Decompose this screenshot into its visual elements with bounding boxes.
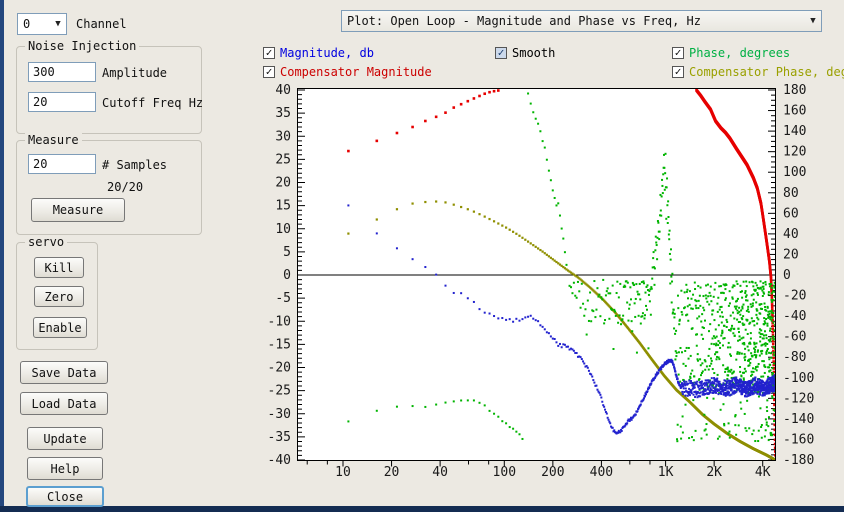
svg-text:400: 400	[590, 465, 613, 480]
svg-text:-40: -40	[783, 309, 806, 324]
svg-text:160: 160	[783, 104, 806, 119]
svg-text:40: 40	[432, 465, 448, 480]
comp-magnitude-checkbox-row: ✓ Compensator Magnitude	[263, 65, 432, 79]
amplitude-label: Amplitude	[102, 66, 168, 80]
svg-text:20: 20	[384, 465, 400, 480]
cutoff-freq-label: Cutoff Freq Hz	[102, 96, 204, 110]
svg-text:-40: -40	[268, 453, 291, 468]
svg-text:-5: -5	[275, 291, 291, 306]
svg-text:-20: -20	[783, 289, 806, 304]
svg-text:200: 200	[541, 465, 564, 480]
svg-text:15: 15	[275, 199, 291, 214]
svg-text:1K: 1K	[658, 465, 674, 480]
chevron-down-icon[interactable]: ▼	[810, 16, 816, 26]
comp-magnitude-checkbox-label: Compensator Magnitude	[280, 65, 432, 79]
svg-text:35: 35	[275, 106, 291, 121]
svg-text:-25: -25	[268, 384, 291, 399]
svg-text:0: 0	[783, 268, 791, 283]
measure-button[interactable]: Measure	[31, 198, 125, 222]
samples-field[interactable]: 20	[28, 154, 96, 174]
comp-phase-checkbox-row: ✓ Compensator Phase, deg	[672, 65, 844, 79]
phase-checkbox[interactable]: ✓	[672, 47, 684, 59]
svg-text:5: 5	[283, 245, 291, 260]
svg-text:-15: -15	[268, 337, 291, 352]
chevron-down-icon[interactable]: ▼	[55, 19, 61, 29]
channel-value: 0	[23, 17, 31, 31]
close-button[interactable]: Close	[26, 486, 104, 507]
svg-text:60: 60	[783, 206, 799, 221]
measure-progress: 20/20	[107, 180, 144, 194]
window-frame-bottom	[0, 506, 844, 512]
channel-label: Channel	[76, 17, 127, 31]
smooth-checkbox-label: Smooth	[512, 46, 556, 60]
phase-checkbox-label: Phase, degrees	[689, 46, 791, 60]
kill-button[interactable]: Kill	[34, 257, 84, 278]
svg-text:100: 100	[783, 165, 806, 180]
svg-text:-30: -30	[268, 407, 291, 422]
svg-text:120: 120	[783, 145, 806, 160]
phase-checkbox-row: ✓ Phase, degrees	[672, 46, 790, 60]
svg-text:-180: -180	[783, 453, 814, 468]
amplitude-field[interactable]: 300	[28, 62, 96, 82]
samples-label: # Samples	[102, 158, 168, 172]
svg-text:30: 30	[275, 129, 291, 144]
window-frame-left	[0, 0, 4, 512]
enable-button[interactable]: Enable	[33, 317, 87, 338]
svg-text:-120: -120	[783, 391, 814, 406]
svg-text:100: 100	[493, 465, 516, 480]
svg-text:-160: -160	[783, 432, 814, 447]
svg-text:40: 40	[275, 83, 291, 98]
comp-phase-checkbox-label: Compensator Phase, deg	[689, 65, 844, 79]
svg-text:-100: -100	[783, 371, 814, 386]
servo-group: servo Kill Zero Enable	[16, 235, 98, 350]
servo-title: servo	[25, 235, 68, 249]
svg-text:25: 25	[275, 152, 291, 167]
svg-text:20: 20	[275, 176, 291, 191]
update-button[interactable]: Update	[27, 427, 103, 450]
measure-group: Measure 20 # Samples 20/20 Measure	[16, 133, 202, 235]
cutoff-freq-field[interactable]: 20	[28, 92, 96, 112]
measure-title: Measure	[25, 133, 82, 147]
plot-type-select[interactable]: Plot: Open Loop - Magnitude and Phase vs…	[341, 10, 822, 32]
svg-text:2K: 2K	[706, 465, 722, 480]
load-data-button[interactable]: Load Data	[20, 392, 108, 415]
svg-text:-140: -140	[783, 412, 814, 427]
magnitude-checkbox-row: ✓ Magnitude, db	[263, 46, 374, 60]
comp-phase-checkbox[interactable]: ✓	[672, 66, 684, 78]
svg-text:80: 80	[783, 186, 799, 201]
svg-text:4K: 4K	[755, 465, 771, 480]
comp-magnitude-checkbox[interactable]: ✓	[263, 66, 275, 78]
save-data-button[interactable]: Save Data	[20, 361, 108, 384]
help-button[interactable]: Help	[27, 457, 103, 480]
svg-text:-10: -10	[268, 314, 291, 329]
svg-text:-35: -35	[268, 430, 291, 445]
svg-text:-80: -80	[783, 350, 806, 365]
zero-button[interactable]: Zero	[34, 286, 84, 307]
svg-text:140: 140	[783, 124, 806, 139]
svg-text:40: 40	[783, 227, 799, 242]
svg-text:180: 180	[783, 83, 806, 98]
svg-text:10: 10	[275, 222, 291, 237]
magnitude-checkbox-label: Magnitude, db	[280, 46, 374, 60]
svg-text:-60: -60	[783, 330, 806, 345]
svg-text:20: 20	[783, 247, 799, 262]
plot-type-value: Plot: Open Loop - Magnitude and Phase vs…	[347, 14, 702, 28]
svg-text:0: 0	[283, 268, 291, 283]
magnitude-checkbox[interactable]: ✓	[263, 47, 275, 59]
noise-injection-title: Noise Injection	[25, 39, 140, 53]
smooth-checkbox-row: ✓ Smooth	[495, 46, 555, 60]
svg-text:10: 10	[335, 465, 351, 480]
noise-injection-group: Noise Injection 300 Amplitude 20 Cutoff …	[16, 39, 204, 134]
channel-select[interactable]: 0 ▼	[17, 13, 67, 35]
smooth-checkbox[interactable]: ✓	[495, 47, 507, 59]
svg-text:-20: -20	[268, 361, 291, 376]
